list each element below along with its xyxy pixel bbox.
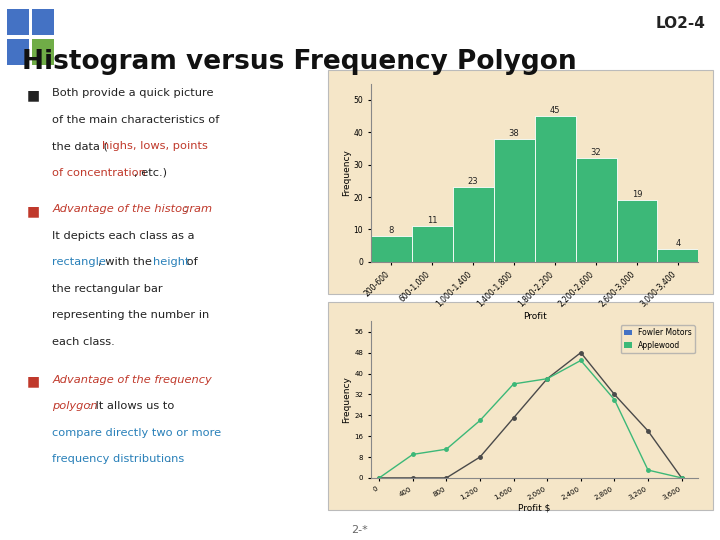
Text: ■: ■ xyxy=(27,375,40,389)
Bar xyxy=(575,158,616,262)
Fowler Motors xyxy=(375,475,384,481)
Text: 8: 8 xyxy=(389,226,394,235)
Text: highs, lows, points: highs, lows, points xyxy=(102,141,207,151)
Fowler Motors xyxy=(408,475,417,481)
Text: Advantage of the histogram: Advantage of the histogram xyxy=(53,204,212,214)
Text: height: height xyxy=(153,257,189,267)
Text: Advantage of the frequency: Advantage of the frequency xyxy=(53,375,212,384)
Bar xyxy=(657,249,698,262)
Bar xyxy=(494,139,534,262)
Text: , etc.): , etc.) xyxy=(134,168,167,178)
Bar xyxy=(453,187,494,262)
Text: frequency distributions: frequency distributions xyxy=(53,454,184,464)
Text: ■: ■ xyxy=(27,204,40,218)
Line: Applewood: Applewood xyxy=(377,359,683,480)
Applewood xyxy=(442,446,451,453)
Text: Both provide a quick picture: Both provide a quick picture xyxy=(53,88,214,98)
Y-axis label: Frequency: Frequency xyxy=(341,150,351,196)
Text: compare directly two or more: compare directly two or more xyxy=(53,428,222,438)
Applewood xyxy=(543,375,552,382)
X-axis label: Profit $: Profit $ xyxy=(518,504,551,512)
Text: 2-*: 2-* xyxy=(351,524,369,535)
Fowler Motors xyxy=(610,391,618,397)
X-axis label: Profit: Profit xyxy=(523,312,546,321)
Applewood xyxy=(408,451,417,458)
Bar xyxy=(7,10,29,35)
Text: polygon: polygon xyxy=(53,401,98,411)
Text: the rectangular bar: the rectangular bar xyxy=(53,284,163,294)
Text: of the main characteristics of: of the main characteristics of xyxy=(53,115,220,125)
Applewood xyxy=(678,475,686,481)
Text: 11: 11 xyxy=(427,217,438,225)
Fowler Motors xyxy=(543,375,552,382)
Text: , with the: , with the xyxy=(99,257,156,267)
Text: 23: 23 xyxy=(468,178,479,186)
Text: : It allows us to: : It allows us to xyxy=(89,401,174,411)
Fowler Motors xyxy=(476,454,485,460)
Text: Histogram versus Frequency Polygon: Histogram versus Frequency Polygon xyxy=(22,49,576,75)
Applewood xyxy=(577,357,585,364)
Bar xyxy=(371,236,412,262)
Bar xyxy=(412,226,453,262)
Applewood xyxy=(509,381,518,387)
Text: 38: 38 xyxy=(509,129,520,138)
Text: 32: 32 xyxy=(590,148,601,157)
Fowler Motors xyxy=(509,415,518,421)
Bar xyxy=(32,39,54,65)
Text: :: : xyxy=(184,204,188,214)
Bar xyxy=(7,39,29,65)
Bar xyxy=(616,200,657,262)
Text: the data (: the data ( xyxy=(53,141,109,151)
Text: 4: 4 xyxy=(675,239,680,248)
Text: each class.: each class. xyxy=(53,337,115,347)
Text: of concentration: of concentration xyxy=(53,168,146,178)
Text: of: of xyxy=(184,257,198,267)
Fowler Motors xyxy=(644,428,652,434)
Applewood xyxy=(610,396,618,403)
Fowler Motors xyxy=(577,349,585,356)
Fowler Motors xyxy=(678,475,686,481)
Bar xyxy=(32,10,54,35)
Text: rectangle: rectangle xyxy=(53,257,107,267)
Applewood xyxy=(476,417,485,424)
Text: ■: ■ xyxy=(27,88,40,102)
Line: Fowler Motors: Fowler Motors xyxy=(377,351,683,480)
Text: 45: 45 xyxy=(550,106,560,115)
Bar xyxy=(534,116,575,262)
Text: 19: 19 xyxy=(631,191,642,199)
Y-axis label: Frequency: Frequency xyxy=(343,376,351,423)
Applewood xyxy=(644,467,652,473)
Fowler Motors xyxy=(442,475,451,481)
Text: It depicts each class as a: It depicts each class as a xyxy=(53,231,195,241)
Text: .: . xyxy=(168,454,171,464)
Legend: Fowler Motors, Applewood: Fowler Motors, Applewood xyxy=(621,325,695,353)
Applewood xyxy=(375,475,384,481)
Text: representing the number in: representing the number in xyxy=(53,310,210,320)
Text: LO2-4: LO2-4 xyxy=(656,16,706,31)
